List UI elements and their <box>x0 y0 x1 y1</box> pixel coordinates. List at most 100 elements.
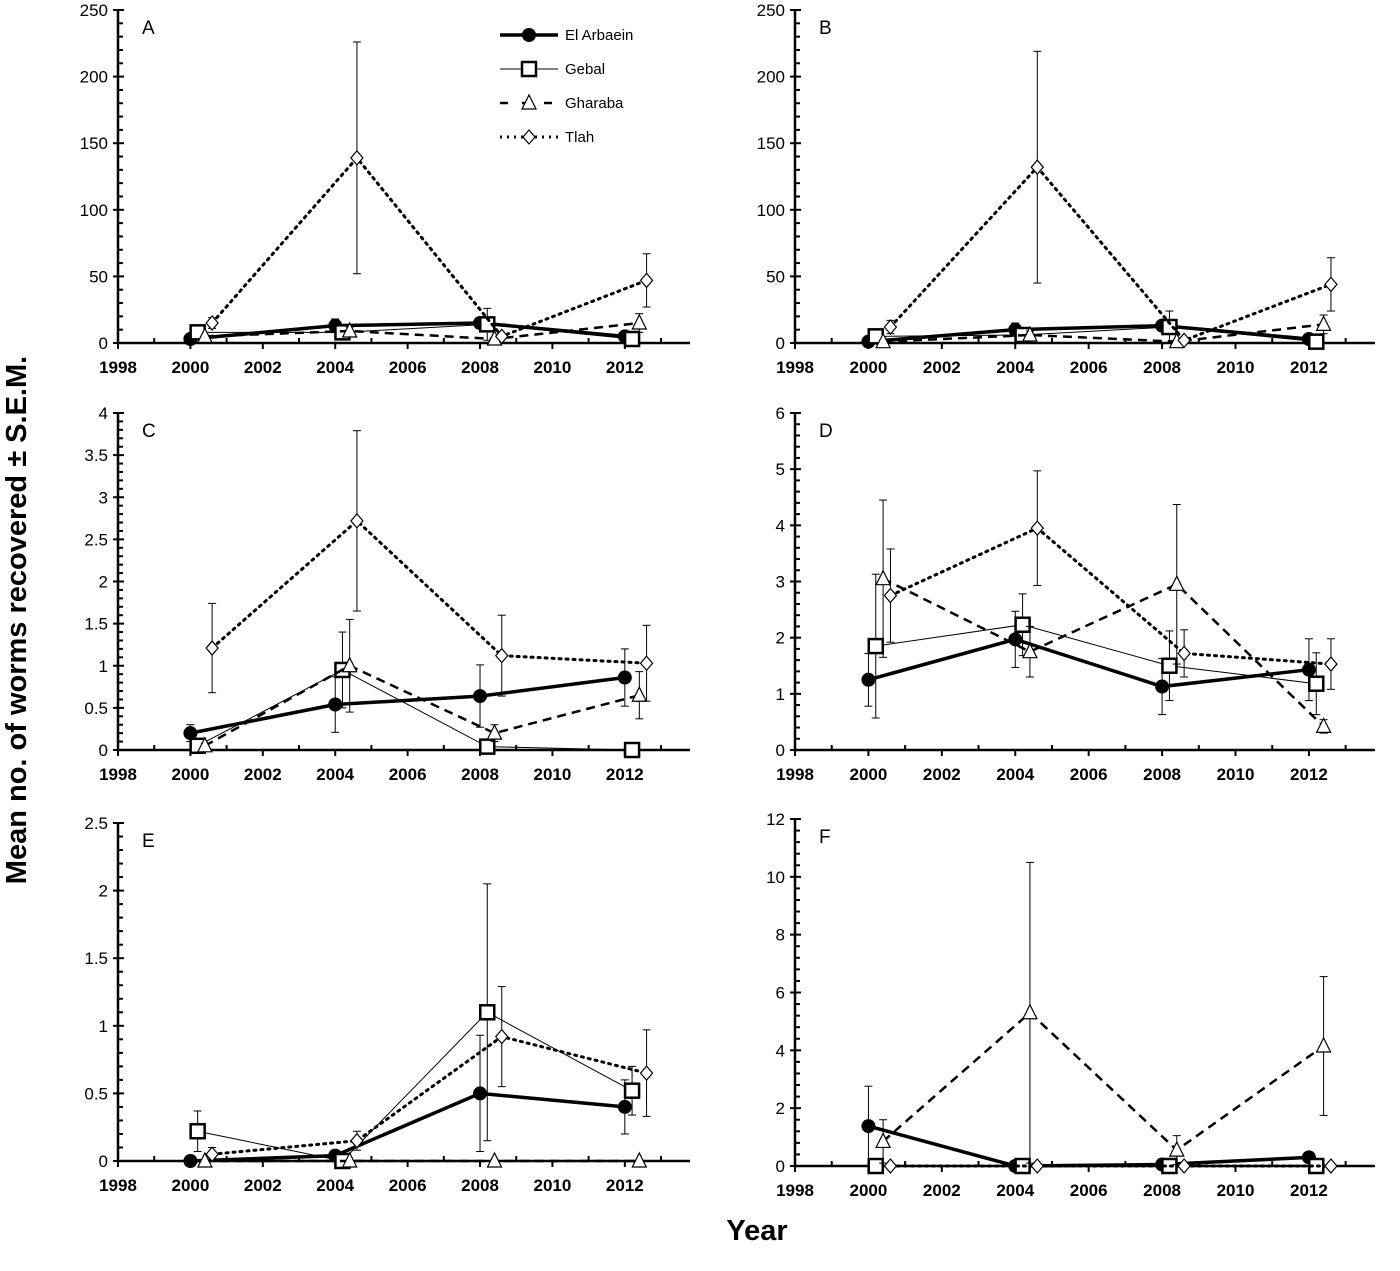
y-tick-label: 0 <box>99 741 108 760</box>
data-point <box>486 723 503 740</box>
x-tick-label: 2004 <box>996 358 1034 377</box>
y-tick-label: 6 <box>776 404 785 423</box>
y-tick-label: 1 <box>776 685 785 704</box>
series-tlah <box>205 986 654 1163</box>
data-point <box>1030 159 1045 176</box>
x-tick-label: 2000 <box>850 1181 888 1200</box>
x-tick-label: 2010 <box>534 765 572 784</box>
legend: El Arbaein Gebal Gharaba Tlah <box>500 27 633 146</box>
panel-d: 0 1 2 3 4 5 6 1998 2000 2002 2004 2006 2008 2010 2012 D <box>776 404 1375 784</box>
data-point <box>1030 520 1045 537</box>
panel-c: 0 0.5 1 1.5 2 2.5 3 3.5 4 1998 2000 2002 2004 2006 200… <box>84 404 690 784</box>
y-tick-label: 1.5 <box>84 615 108 634</box>
x-tick-label: 1998 <box>99 358 137 377</box>
x-tick-label: 2006 <box>389 358 427 377</box>
data-point <box>875 332 892 349</box>
x-tick-label: 2006 <box>389 1176 427 1195</box>
x-tick-label: 2002 <box>923 765 961 784</box>
y-tick-label: 1.5 <box>84 949 108 968</box>
x-tick-label: 2002 <box>244 358 282 377</box>
data-point <box>1324 276 1338 293</box>
data-point <box>867 1157 885 1175</box>
panel-label: E <box>142 831 155 852</box>
data-point <box>473 689 488 704</box>
y-tick-label: 4 <box>776 516 785 535</box>
x-tick-label: 2000 <box>171 358 209 377</box>
data-point <box>1030 1158 1045 1174</box>
series-line <box>190 1091 625 1163</box>
series-line <box>204 664 640 747</box>
y-tick-label: 250 <box>80 1 108 20</box>
series-gharaba <box>196 1151 648 1168</box>
x-tick-label: 2010 <box>534 1176 572 1195</box>
x-tick-label: 1998 <box>99 1176 137 1195</box>
data-point <box>328 697 343 712</box>
series-gebal <box>867 573 1325 719</box>
data-point <box>631 685 648 702</box>
data-point <box>183 1154 198 1168</box>
series-line <box>875 624 1317 685</box>
data-point <box>1315 1036 1332 1053</box>
series-gharaba <box>196 313 648 346</box>
series-gebal <box>189 631 641 759</box>
panel-label: A <box>142 18 155 39</box>
data-point <box>1324 1158 1338 1174</box>
x-tick-label: 2012 <box>606 1176 644 1195</box>
x-tick-label: 2012 <box>1290 358 1328 377</box>
y-tick-label: 0 <box>776 334 785 353</box>
x-tick-label: 2004 <box>316 765 354 784</box>
legend-label: Gharaba <box>565 95 624 112</box>
x-tick-label: 2008 <box>461 358 499 377</box>
y-tick-label: 2.5 <box>84 814 108 833</box>
x-tick-label: 2002 <box>244 765 282 784</box>
data-point <box>1161 657 1178 674</box>
y-tick-label: 3 <box>776 573 785 592</box>
x-tick-label: 2008 <box>461 1176 499 1195</box>
data-point <box>1315 717 1332 734</box>
y-tick-label: 4 <box>99 404 108 423</box>
y-tick-label: 0 <box>776 1157 785 1176</box>
y-axis-label: Mean no. of worms recovered ± S.E.M. <box>1 356 33 884</box>
y-tick-label: 2 <box>776 629 785 648</box>
series-line <box>867 1124 1310 1168</box>
data-point <box>473 1086 488 1101</box>
series-line <box>882 577 1325 728</box>
series-line <box>190 321 625 341</box>
series-gharaba <box>875 314 1332 349</box>
series-gharaba <box>875 861 1332 1166</box>
x-tick-label: 2000 <box>850 765 888 784</box>
series-line <box>888 164 1333 343</box>
legend-label: El Arbaein <box>565 27 633 44</box>
x-tick-label: 2006 <box>389 765 427 784</box>
data-point <box>617 1099 632 1114</box>
x-tick-label: 2002 <box>923 1181 961 1200</box>
data-point <box>1177 1158 1191 1174</box>
data-point <box>196 326 213 343</box>
y-tick-label: 100 <box>757 201 785 220</box>
y-tick-label: 12 <box>766 810 785 829</box>
data-point <box>875 1132 892 1149</box>
x-tick-label: 2008 <box>1143 765 1181 784</box>
data-point <box>1021 642 1038 659</box>
x-tick-label: 1998 <box>99 765 137 784</box>
data-point <box>1155 679 1170 694</box>
data-point <box>639 1065 654 1082</box>
x-tick-label: 2000 <box>171 1176 209 1195</box>
x-tick-label: 2006 <box>1070 1181 1108 1200</box>
panel-label: B <box>819 18 832 39</box>
y-tick-label: 1 <box>99 1017 108 1036</box>
series-line <box>210 518 649 665</box>
data-point <box>639 655 654 672</box>
data-point <box>196 1151 213 1168</box>
data-point <box>494 647 509 664</box>
data-point <box>1168 1140 1185 1157</box>
data-point <box>1177 332 1191 349</box>
series-line <box>197 1011 633 1162</box>
x-tick-label: 2012 <box>606 765 644 784</box>
panel-e: 0 0.5 1 1.5 2 2.5 1998 2000 2002 2004 2006 2008 2010… <box>84 814 690 1195</box>
legend-label: Gebal <box>565 61 605 78</box>
data-point <box>1021 1003 1038 1020</box>
data-point <box>1308 675 1325 692</box>
x-tick-label: 2008 <box>1143 358 1181 377</box>
